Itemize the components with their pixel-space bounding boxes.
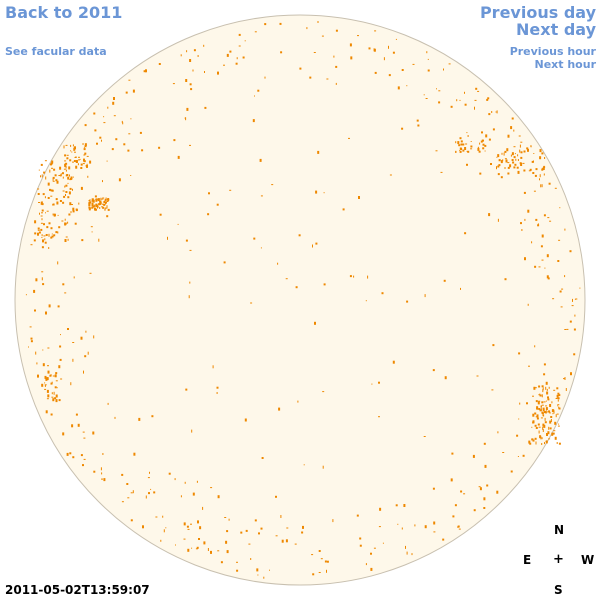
facular-regions — [25, 21, 581, 579]
back-to-year-link[interactable]: Back to 2011 — [5, 3, 123, 22]
compass-east-label: E — [523, 553, 532, 567]
observation-timestamp: 2011-05-02T13:59:07 — [5, 583, 150, 597]
previous-day-link[interactable]: Previous day — [479, 3, 596, 22]
solar-disk — [14, 14, 586, 586]
compass-center-marker: + — [553, 552, 564, 567]
next-day-link[interactable]: Next day — [516, 20, 596, 39]
compass-west-label: W — [581, 553, 595, 567]
compass-north-label: N — [554, 523, 565, 537]
compass-south-label: S — [554, 583, 563, 597]
see-facular-data-link[interactable]: See facular data — [5, 45, 107, 58]
next-hour-link[interactable]: Next hour — [534, 58, 597, 71]
previous-hour-link[interactable]: Previous hour — [509, 45, 596, 58]
